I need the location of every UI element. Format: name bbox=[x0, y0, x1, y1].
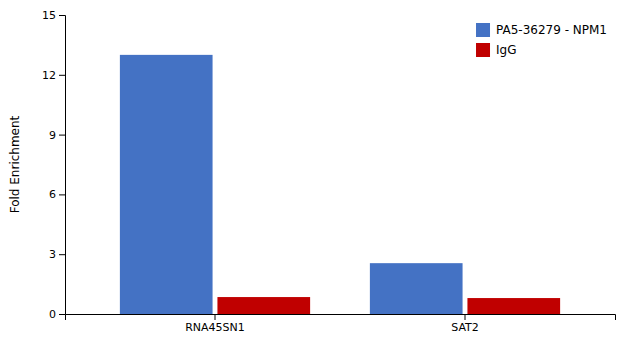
bar bbox=[370, 263, 463, 314]
tick-mark bbox=[59, 15, 65, 16]
tick: 9 bbox=[49, 129, 65, 142]
tick-label: 6 bbox=[49, 188, 56, 201]
legend-item: PA5-36279 - NPM1 bbox=[476, 23, 607, 37]
tick-label: SAT2 bbox=[451, 321, 479, 334]
tick-label: RNA45SN1 bbox=[185, 321, 245, 334]
tick-label: 12 bbox=[42, 69, 56, 82]
tick-mark bbox=[59, 194, 65, 195]
legend-item: IgG bbox=[476, 43, 516, 57]
tick: 12 bbox=[42, 69, 65, 82]
tick: RNA45SN1 bbox=[185, 314, 245, 334]
legend-swatch bbox=[476, 23, 490, 37]
tick-mark bbox=[59, 254, 65, 255]
bar-series bbox=[120, 55, 463, 314]
legend-label: PA5-36279 - NPM1 bbox=[496, 23, 607, 37]
bar bbox=[120, 55, 213, 314]
tick-mark bbox=[59, 135, 65, 136]
tick-label: 9 bbox=[49, 129, 56, 142]
tick: 3 bbox=[49, 248, 65, 261]
tick-label: 0 bbox=[49, 308, 56, 321]
tick: 0 bbox=[49, 308, 65, 321]
tick: 6 bbox=[49, 188, 65, 201]
tick-mark bbox=[59, 75, 65, 76]
axis-line bbox=[66, 315, 616, 321]
bars bbox=[120, 55, 560, 314]
tick-mark bbox=[215, 314, 216, 320]
chart: 0 3 6 9 12 15 RNA45SN1 SAT2 Fold Enrichment PA5-3… bbox=[0, 0, 635, 349]
plot: 0 3 6 9 12 15 RNA45SN1 SAT2 Fold Enrichment PA5-3… bbox=[8, 9, 616, 334]
x-axis: RNA45SN1 SAT2 bbox=[66, 314, 616, 334]
legend: PA5-36279 - NPM1 IgG bbox=[476, 23, 607, 57]
tick-mark bbox=[465, 314, 466, 320]
legend-swatch bbox=[476, 43, 490, 57]
tick: SAT2 bbox=[451, 314, 479, 334]
bar bbox=[467, 298, 560, 314]
y-axis-label: Fold Enrichment bbox=[8, 115, 22, 213]
tick-label: 15 bbox=[42, 9, 56, 22]
bar-series bbox=[217, 297, 560, 314]
bar bbox=[217, 297, 310, 314]
legend-label: IgG bbox=[496, 43, 516, 57]
axis-line bbox=[59, 16, 66, 315]
y-axis: 0 3 6 9 12 15 bbox=[42, 9, 66, 321]
tick-mark bbox=[59, 314, 65, 315]
tick-label: 3 bbox=[49, 248, 56, 261]
tick: 15 bbox=[42, 9, 65, 22]
